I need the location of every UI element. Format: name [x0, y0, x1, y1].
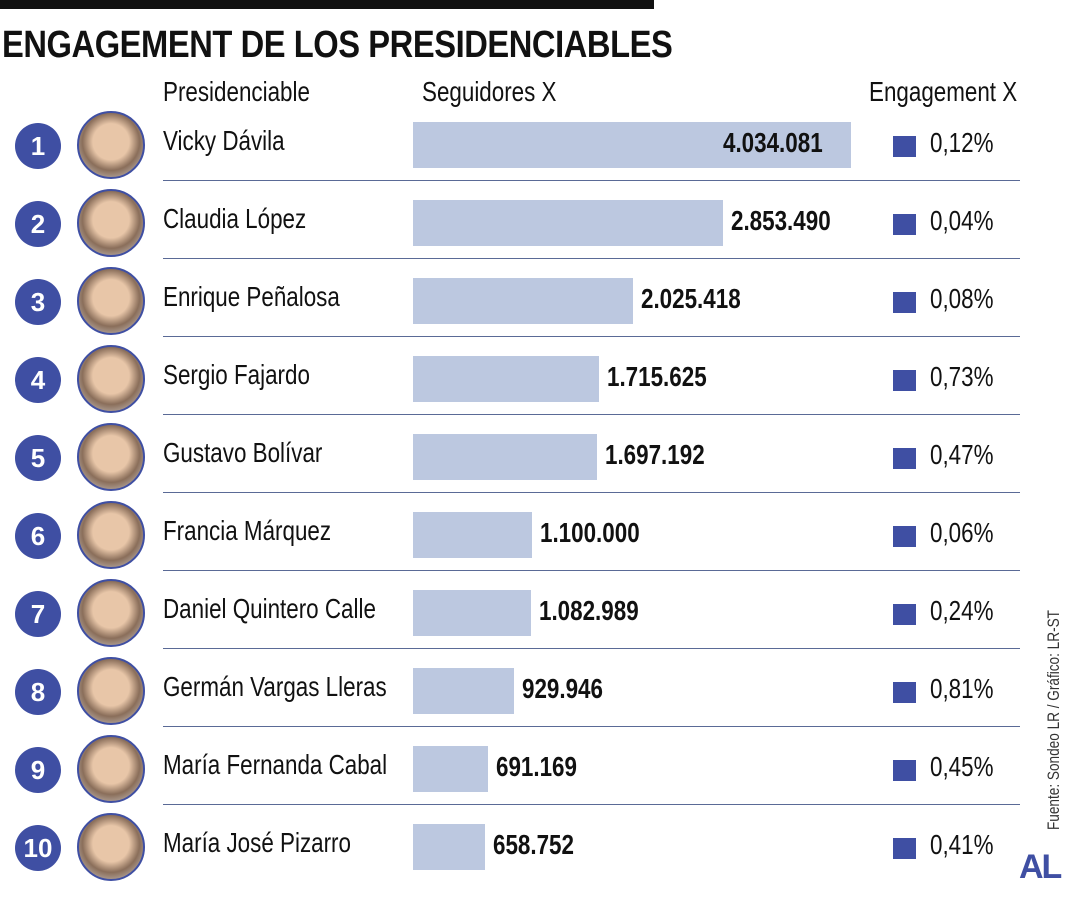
engagement-value: 0,73% [930, 361, 994, 392]
candidate-name: Germán Vargas Lleras [163, 671, 387, 702]
candidate-name: Vicky Dávila [163, 125, 285, 156]
bar-value-label: 658.752 [493, 829, 574, 860]
bar-value-label: 1.697.192 [605, 439, 705, 470]
rank-badge: 9 [15, 747, 61, 793]
engagement-marker [893, 604, 916, 625]
top-rule [0, 0, 654, 9]
rank-badge: 5 [15, 435, 61, 481]
candidate-name: María Fernanda Cabal [163, 749, 388, 780]
row-divider [163, 648, 1020, 649]
engagement-marker [893, 682, 916, 703]
avatar [77, 813, 145, 881]
avatar [77, 501, 145, 569]
engagement-marker [893, 292, 916, 313]
engagement-marker [893, 760, 916, 781]
rank-badge: 3 [15, 279, 61, 325]
bar [413, 356, 599, 402]
engagement-value: 0,24% [930, 595, 994, 626]
avatar [77, 111, 145, 179]
bar [413, 668, 514, 714]
bar-value-label: 1.100.000 [540, 517, 640, 548]
bar-value-label: 4.034.081 [723, 127, 823, 158]
bar-value-label: 929.946 [522, 673, 603, 704]
chart-title: ENGAGEMENT DE LOS PRESIDENCIABLES [2, 24, 673, 66]
table-row: 7 Daniel Quintero Calle 1.082.989 0,24% [0, 571, 1030, 649]
table-row: 8 Germán Vargas Lleras 929.946 0,81% [0, 649, 1030, 727]
bar [413, 512, 532, 558]
source-note: Fuente: Sondeo LR / Gráfico: LR-ST [1044, 610, 1063, 830]
table-row: 10 María José Pizarro 658.752 0,41% [0, 805, 1030, 883]
row-divider [163, 414, 1020, 415]
table-row: 3 Enrique Peñalosa 2.025.418 0,08% [0, 259, 1030, 337]
avatar [77, 735, 145, 803]
avatar [77, 345, 145, 413]
avatar [77, 267, 145, 335]
rank-badge: 4 [15, 357, 61, 403]
header-presidenciable: Presidenciable [163, 76, 310, 107]
engagement-marker [893, 136, 916, 157]
candidate-name: María José Pizarro [163, 827, 351, 858]
table-row: 9 María Fernanda Cabal 691.169 0,45% [0, 727, 1030, 805]
engagement-value: 0,12% [930, 127, 994, 158]
bar [413, 590, 531, 636]
table-row: 1 Vicky Dávila 4.034.081 0,12% [0, 103, 1030, 181]
avatar [77, 579, 145, 647]
row-divider [163, 180, 1020, 181]
bar-value-label: 1.715.625 [607, 361, 707, 392]
rank-badge: 1 [15, 123, 61, 169]
header-engagement: Engagement X [869, 76, 1018, 107]
rank-badge: 7 [15, 591, 61, 637]
bar-value-label: 1.082.989 [539, 595, 639, 626]
engagement-marker [893, 526, 916, 547]
rank-badge: 2 [15, 201, 61, 247]
header-seguidores: Seguidores X [422, 76, 557, 107]
table-row: 5 Gustavo Bolívar 1.697.192 0,47% [0, 415, 1030, 493]
engagement-marker [893, 448, 916, 469]
row-divider [163, 726, 1020, 727]
row-divider [163, 336, 1020, 337]
row-divider [163, 492, 1020, 493]
rank-badge: 6 [15, 513, 61, 559]
candidate-name: Francia Márquez [163, 515, 332, 546]
candidate-name: Enrique Peñalosa [163, 281, 340, 312]
candidate-name: Gustavo Bolívar [163, 437, 323, 468]
bar [413, 122, 851, 168]
table-row: 2 Claudia López 2.853.490 0,04% [0, 181, 1030, 259]
bar [413, 278, 633, 324]
engagement-value: 0,04% [930, 205, 994, 236]
bar [413, 824, 485, 870]
row-divider [163, 258, 1020, 259]
row-divider [163, 570, 1020, 571]
engagement-value: 0,81% [930, 673, 994, 704]
engagement-marker [893, 214, 916, 235]
bar-value-label: 2.853.490 [731, 205, 831, 236]
bar-value-label: 2.025.418 [641, 283, 741, 314]
engagement-marker [893, 838, 916, 859]
engagement-value: 0,45% [930, 751, 994, 782]
bar [413, 200, 723, 246]
bar-value-label: 691.169 [496, 751, 577, 782]
avatar [77, 423, 145, 491]
rank-badge: 8 [15, 669, 61, 715]
candidate-name: Claudia López [163, 203, 307, 234]
bar [413, 746, 488, 792]
rank-badge: 10 [15, 825, 61, 871]
logo: AL [1019, 848, 1062, 886]
table-row: 4 Sergio Fajardo 1.715.625 0,73% [0, 337, 1030, 415]
candidate-name: Daniel Quintero Calle [163, 593, 376, 624]
candidate-name: Sergio Fajardo [163, 359, 310, 390]
avatar [77, 657, 145, 725]
engagement-value: 0,06% [930, 517, 994, 548]
engagement-value: 0,41% [930, 829, 994, 860]
bar [413, 434, 597, 480]
row-divider [163, 804, 1020, 805]
table-row: 6 Francia Márquez 1.100.000 0,06% [0, 493, 1030, 571]
engagement-marker [893, 370, 916, 391]
engagement-value: 0,08% [930, 283, 994, 314]
avatar [77, 189, 145, 257]
engagement-value: 0,47% [930, 439, 994, 470]
